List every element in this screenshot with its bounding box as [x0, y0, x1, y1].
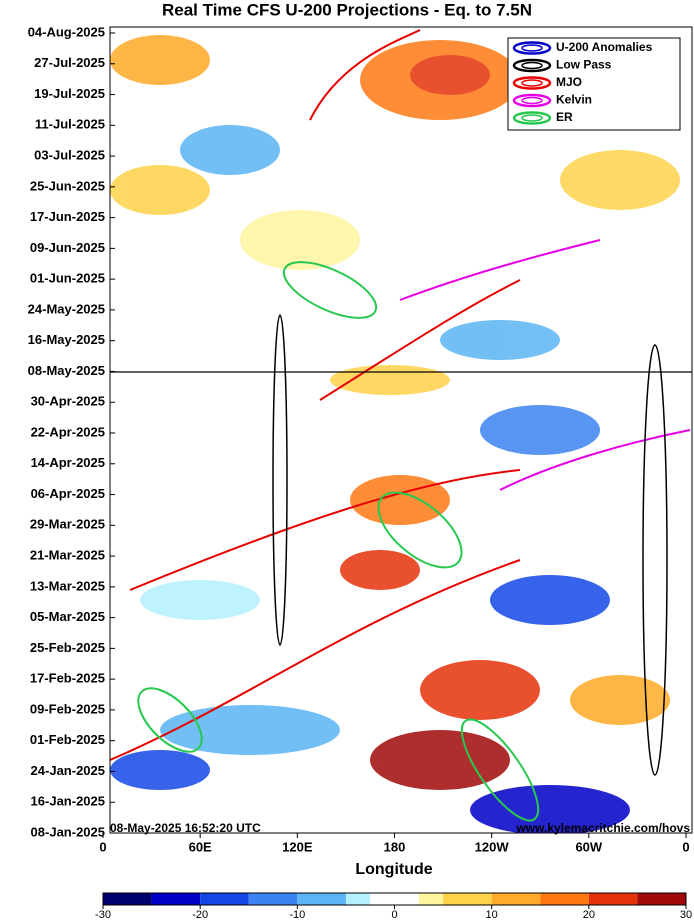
- colorbar-bin: [588, 893, 638, 905]
- colorbar-bin: [200, 893, 249, 905]
- y-tick-label: 03-Jul-2025: [34, 148, 105, 163]
- y-tick-label: 27-Jul-2025: [34, 55, 105, 70]
- y-tick-label: 29-Mar-2025: [30, 517, 105, 532]
- y-tick-label: 13-Mar-2025: [30, 578, 105, 593]
- x-tick-label: 120W: [475, 839, 510, 854]
- colorbar-bin: [491, 893, 541, 905]
- y-tick-label: 24-May-2025: [28, 301, 105, 316]
- y-tick-label: 01-Jun-2025: [30, 271, 105, 286]
- legend-swatch: [512, 76, 552, 90]
- colorbar-bin: [540, 893, 589, 905]
- y-tick-label: 17-Feb-2025: [30, 671, 105, 686]
- legend-label: ER: [556, 110, 573, 124]
- y-tick-label: 06-Apr-2025: [31, 486, 105, 501]
- legend-swatch: [512, 93, 552, 108]
- legend-label: U-200 Anomalies: [556, 40, 653, 54]
- y-tick-label: 21-Mar-2025: [30, 548, 105, 563]
- legend-swatch-inner: [521, 79, 543, 87]
- legend-label: Low Pass: [556, 58, 612, 72]
- colorbar-tick-label: 30: [680, 909, 692, 920]
- colorbar-tick-label: -10: [289, 909, 305, 920]
- y-tick-label: 04-Aug-2025: [28, 24, 105, 39]
- colorbar-tick-label: -20: [192, 909, 208, 920]
- colorbar-tick-label: -30: [95, 909, 111, 920]
- y-tick-label: 16-Jan-2025: [31, 794, 105, 809]
- colorbar-bin: [345, 893, 371, 905]
- x-tick-label: 0: [99, 839, 106, 854]
- timestamp: 08-May-2025 16:52:20 UTC: [110, 821, 261, 835]
- x-tick-label: 60W: [575, 839, 602, 854]
- y-tick-label: 05-Mar-2025: [30, 609, 105, 624]
- y-tick-label: 08-May-2025: [28, 363, 105, 378]
- y-tick-label: 30-Apr-2025: [31, 394, 105, 409]
- x-tick-label: 180: [384, 839, 406, 854]
- y-tick-label: 24-Jan-2025: [31, 763, 105, 778]
- colorbar-bin: [248, 893, 298, 905]
- x-tick-label: 0: [682, 839, 689, 854]
- source: www.kylemacritchie.com/hovs: [515, 821, 690, 835]
- colorbar-bin: [637, 893, 686, 905]
- legend-swatch: [512, 41, 552, 55]
- colorbar-bin: [418, 893, 444, 905]
- colorbar-bin: [443, 893, 492, 905]
- y-tick-label: 19-Jul-2025: [34, 86, 105, 101]
- colorbar-tick-label: 10: [486, 909, 498, 920]
- y-tick-label: 16-May-2025: [28, 332, 105, 347]
- y-tick-label: 25-Feb-2025: [30, 640, 105, 655]
- legend-swatch-inner: [521, 61, 543, 70]
- field: [110, 27, 692, 833]
- chart-title: Real Time CFS U-200 Projections - Eq. to…: [162, 0, 532, 19]
- y-tick-label: 25-Jun-2025: [30, 178, 105, 193]
- legend-label: MJO: [556, 75, 582, 89]
- plot-frame: [109, 26, 693, 834]
- y-tick-label: 14-Apr-2025: [31, 455, 105, 470]
- legend-swatch-inner: [521, 114, 543, 122]
- y-tick-label: 17-Jun-2025: [30, 209, 105, 224]
- y-tick-label: 08-Jan-2025: [31, 824, 105, 839]
- y-tick-label: 22-Apr-2025: [31, 424, 105, 439]
- x-tick-label: 60E: [189, 839, 212, 854]
- colorbar-bin: [297, 893, 346, 905]
- colorbar-bin: [370, 893, 419, 905]
- y-tick-label: 11-Jul-2025: [35, 117, 105, 132]
- legend-swatch-inner: [521, 96, 543, 105]
- x-axis-label: Longitude: [355, 861, 432, 878]
- y-tick-label: 01-Feb-2025: [30, 732, 105, 747]
- x-tick-label: 120E: [282, 839, 313, 854]
- y-tick-label: 09-Feb-2025: [30, 701, 105, 716]
- legend: U-200 Anomalies Low Pass MJO Kelvin ER: [507, 37, 681, 131]
- colorbar-bin: [151, 893, 201, 905]
- legend-label: Kelvin: [556, 93, 592, 107]
- legend-swatch-inner: [521, 44, 543, 52]
- legend-swatch: [512, 58, 552, 73]
- y-tick-label: 09-Jun-2025: [30, 240, 105, 255]
- colorbar-tick-label: 0: [391, 909, 397, 920]
- colorbar-tick-label: 20: [583, 909, 595, 920]
- legend-swatch: [512, 111, 552, 125]
- colorbar-bin: [103, 893, 152, 905]
